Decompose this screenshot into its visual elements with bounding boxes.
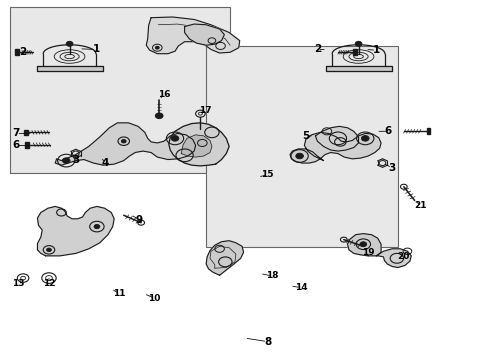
Circle shape (62, 158, 70, 163)
Polygon shape (55, 123, 195, 165)
Polygon shape (347, 234, 380, 256)
Bar (24, 130, 28, 135)
Text: 3: 3 (387, 163, 395, 173)
Text: 16: 16 (158, 90, 170, 99)
Circle shape (295, 153, 303, 159)
Text: 18: 18 (265, 271, 278, 280)
Text: 15: 15 (261, 170, 273, 179)
Bar (25, 142, 29, 148)
Text: 8: 8 (264, 337, 270, 347)
Text: 9: 9 (135, 215, 142, 225)
Text: 20: 20 (397, 252, 409, 261)
Text: 10: 10 (148, 294, 160, 303)
Text: 12: 12 (42, 279, 55, 288)
Text: 6: 6 (13, 140, 20, 150)
Text: 6: 6 (384, 126, 391, 136)
Text: 14: 14 (294, 283, 307, 292)
Polygon shape (206, 241, 243, 275)
Text: 4: 4 (102, 158, 109, 168)
Polygon shape (37, 66, 102, 71)
Circle shape (171, 136, 179, 141)
Text: 1: 1 (92, 45, 100, 54)
Bar (352, 49, 356, 55)
Text: 3: 3 (72, 154, 79, 165)
Bar (426, 129, 429, 134)
Text: 2: 2 (20, 47, 27, 57)
Polygon shape (168, 123, 229, 166)
Text: 21: 21 (414, 201, 426, 210)
Circle shape (66, 41, 73, 46)
Bar (10, 7, 230, 173)
Text: 5: 5 (302, 131, 309, 141)
Text: 7: 7 (13, 129, 20, 139)
Text: 13: 13 (12, 279, 24, 288)
Polygon shape (325, 66, 391, 71)
Text: 19: 19 (361, 248, 374, 257)
Circle shape (155, 113, 163, 118)
Text: 11: 11 (112, 289, 125, 298)
Polygon shape (184, 24, 224, 45)
Circle shape (361, 136, 368, 141)
Polygon shape (181, 135, 211, 157)
Text: 17: 17 (199, 105, 211, 114)
Polygon shape (376, 249, 410, 267)
Circle shape (121, 139, 126, 143)
Text: 1: 1 (372, 45, 379, 55)
Circle shape (94, 224, 100, 229)
Bar (16, 49, 19, 55)
Polygon shape (289, 132, 380, 163)
Text: 2: 2 (313, 45, 320, 54)
Circle shape (46, 248, 51, 252)
Circle shape (354, 41, 361, 46)
Polygon shape (315, 126, 358, 151)
Polygon shape (38, 207, 114, 256)
Circle shape (359, 242, 366, 247)
Polygon shape (146, 17, 239, 54)
Bar (206, 46, 397, 247)
Circle shape (155, 46, 159, 49)
